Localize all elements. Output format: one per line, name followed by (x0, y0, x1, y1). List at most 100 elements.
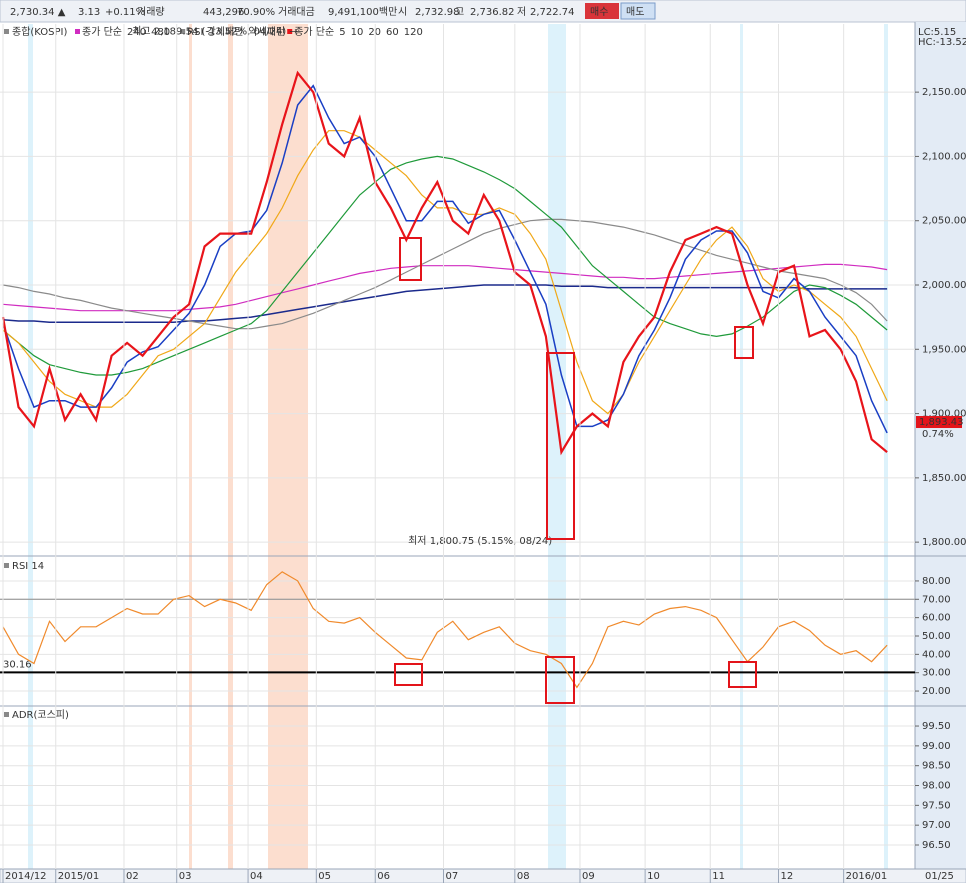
y-tick-label: 60.00 (922, 613, 951, 624)
panel-bullet (4, 712, 9, 717)
x-tick-label: 2015/01 (58, 871, 100, 882)
legend-entry: 240 (127, 27, 146, 38)
sell-button[interactable] (620, 2, 656, 20)
pattern-box (734, 326, 754, 359)
x-tick-label: 03 (179, 871, 192, 882)
top-bar-field[interactable]: 매수 (590, 6, 608, 18)
y-tick-label: 99.50 (922, 721, 951, 732)
pattern-boxes (394, 237, 757, 704)
right-axis-bg (915, 22, 966, 869)
series-line (2, 130, 888, 415)
top-bar (0, 0, 966, 23)
y-tick-label: 20.00 (922, 686, 951, 697)
x-tick-label: 07 (445, 871, 458, 882)
pattern-box (394, 663, 423, 686)
y-tick-label: 97.00 (922, 820, 951, 831)
pattern-box (399, 237, 422, 281)
pattern-box (728, 661, 757, 688)
annotation: 최저 1,800.75 (5.15%, 08/24) (408, 535, 552, 547)
legend-text: 종가 단순 (82, 26, 122, 38)
series-line (2, 284, 888, 324)
bear-band (28, 24, 33, 869)
y-tick-label: 1,850.00 (922, 473, 966, 484)
legend-bullet (75, 29, 80, 34)
legend-entry: 10 (351, 27, 364, 38)
top-bar-field: 거래량 (137, 6, 165, 18)
top-bar-field: 2,722.74 (530, 7, 575, 18)
y-tick-label: 2,050.00 (922, 216, 966, 227)
series-line (1, 70, 888, 456)
y-tick-label: 99.00 (922, 741, 951, 752)
y-tick-label: 30.00 (922, 668, 951, 679)
bull-band (189, 24, 192, 869)
legend-text: 약세패턴 (248, 26, 285, 38)
top-bar-field: 고 (455, 7, 464, 18)
top-bar-field: 저 (517, 6, 526, 18)
x-tick-label: 10 (647, 871, 660, 882)
top-bar-field: 70.90% (237, 7, 275, 18)
y-tick-label: 2,150.00 (922, 87, 966, 98)
panel-title: ADR(코스피) (12, 709, 69, 721)
y-tick-label: 98.50 (922, 761, 951, 772)
y-tick-label: 80.00 (922, 576, 951, 587)
top-bar-field: 2,736.82 (470, 7, 515, 18)
series-line (2, 571, 888, 689)
top-bar-field: 거래대금 (278, 6, 315, 18)
last-change: 0.74% (922, 429, 954, 440)
top-bar-field: 443,296 (203, 7, 244, 18)
last-price-label: 1,893.43 (919, 417, 964, 428)
y-tick-label: 1,800.00 (922, 537, 966, 548)
y-tick-label: 40.00 (922, 649, 951, 660)
bull-band (228, 24, 233, 869)
y-tick-label: 1,950.00 (922, 344, 966, 355)
bear-band (740, 24, 743, 869)
corner-label: HC:-13.52 (918, 37, 966, 48)
series-line (2, 263, 888, 312)
bull-band (268, 24, 308, 869)
top-bar-field: 2,730.34 ▲ (10, 7, 66, 18)
legend-entry: 60 (386, 27, 399, 38)
annotation: 최고 2,189.54 (-13.52%, 04/24) → (132, 25, 298, 37)
current-date: 01/25 (925, 871, 954, 882)
last-price-box (916, 416, 962, 429)
y-tick-label: 50.00 (922, 631, 951, 642)
top-bar-field: 9,491,100백만 (328, 6, 397, 18)
legend-entry: 480 (151, 27, 170, 38)
buy-button[interactable] (585, 3, 619, 19)
x-axis-bg (0, 868, 966, 883)
x-tick-label: 09 (582, 871, 595, 882)
panel-bullet (4, 29, 9, 34)
y-tick-label: 1,900.00 (922, 409, 966, 420)
x-tick-label: 04 (250, 871, 263, 882)
top-bar-field: 시 (398, 6, 407, 18)
panel-bullet (4, 563, 9, 568)
top-bar-field[interactable]: 매도 (626, 6, 644, 18)
top-bar-field: 3.13 (78, 7, 100, 18)
y-tick-label: 96.50 (922, 840, 951, 851)
corner-label: LC:5.15 (918, 27, 956, 38)
legend-text: 종가 단순 (294, 26, 334, 38)
y-tick-label: 70.00 (922, 594, 951, 605)
x-tick-label: 11 (712, 871, 725, 882)
x-tick-label: 12 (781, 871, 794, 882)
x-tick-label: 2016/01 (846, 871, 888, 882)
legend-text: RSI 강세패턴 (187, 26, 243, 38)
top-bar-field: 2,732.98 (415, 7, 460, 18)
bear-band (548, 24, 566, 869)
x-tick-label: 02 (126, 871, 139, 882)
legend-entry: 20 (368, 27, 381, 38)
x-tick-label: 08 (517, 871, 530, 882)
y-tick-label: 97.50 (922, 800, 951, 811)
x-tick-label: 05 (318, 871, 331, 882)
bear-band (884, 24, 888, 869)
legend-bullet (180, 29, 186, 34)
y-tick-label: 2,100.00 (922, 151, 966, 162)
legend-entry: 120 (404, 27, 423, 38)
panel-title: 종합(KOSPI) (12, 26, 68, 38)
x-tick-label: 2014/12 (5, 871, 47, 882)
legend-bullet (287, 29, 293, 34)
